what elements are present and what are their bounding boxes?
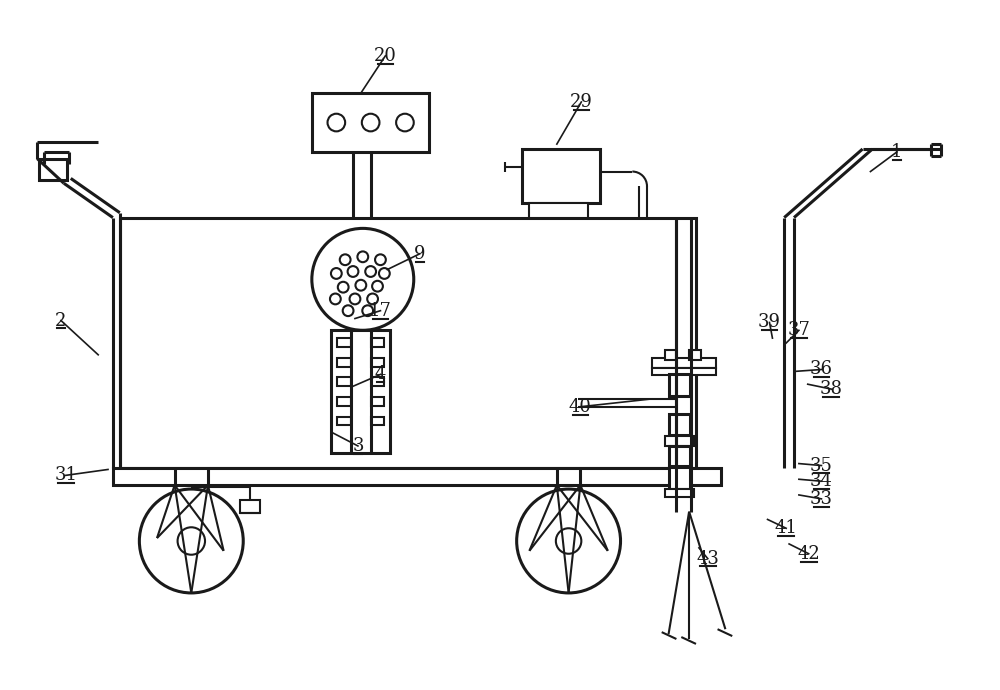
Bar (669, 468, 690, 489)
Bar (669, 446, 690, 466)
Bar (337, 417, 351, 425)
Text: 35: 35 (810, 457, 833, 475)
Bar (312, 93, 429, 152)
Bar (522, 149, 600, 203)
Bar (337, 357, 351, 366)
Bar (665, 489, 694, 497)
Bar (371, 338, 384, 347)
Circle shape (556, 529, 581, 554)
Text: 9: 9 (414, 245, 425, 263)
Text: 36: 36 (810, 360, 833, 379)
Text: 43: 43 (696, 550, 719, 568)
Text: 3: 3 (352, 437, 364, 455)
Bar (371, 417, 384, 425)
Bar (652, 357, 716, 368)
Text: 17: 17 (369, 302, 392, 319)
Bar (240, 500, 260, 513)
Text: 1: 1 (891, 143, 903, 161)
Bar (39, 159, 67, 180)
Bar (337, 377, 351, 386)
Text: 4: 4 (375, 366, 386, 384)
Bar (113, 468, 720, 485)
Bar (669, 375, 690, 396)
Text: 20: 20 (374, 47, 397, 65)
Text: 41: 41 (775, 520, 798, 538)
Text: 2: 2 (55, 311, 67, 330)
Text: 31: 31 (54, 466, 77, 484)
Bar (689, 350, 701, 359)
Text: 37: 37 (787, 322, 810, 339)
Bar (337, 338, 351, 347)
Bar (331, 331, 390, 453)
Circle shape (517, 489, 621, 593)
Text: 40: 40 (569, 397, 592, 416)
Text: 33: 33 (810, 490, 833, 508)
Text: 38: 38 (820, 380, 843, 398)
Bar (665, 350, 676, 359)
Bar (337, 397, 351, 406)
Text: 34: 34 (810, 472, 833, 490)
Bar (669, 413, 690, 435)
Bar (529, 203, 588, 217)
Bar (371, 377, 384, 386)
Bar (371, 397, 384, 406)
Text: 39: 39 (758, 313, 781, 331)
Circle shape (178, 527, 205, 555)
Text: 29: 29 (570, 93, 593, 111)
Circle shape (139, 489, 243, 593)
Bar (665, 436, 694, 446)
Text: 42: 42 (797, 544, 820, 563)
Bar (371, 357, 384, 366)
Bar (652, 368, 716, 375)
Circle shape (312, 228, 414, 331)
Bar (120, 217, 696, 468)
